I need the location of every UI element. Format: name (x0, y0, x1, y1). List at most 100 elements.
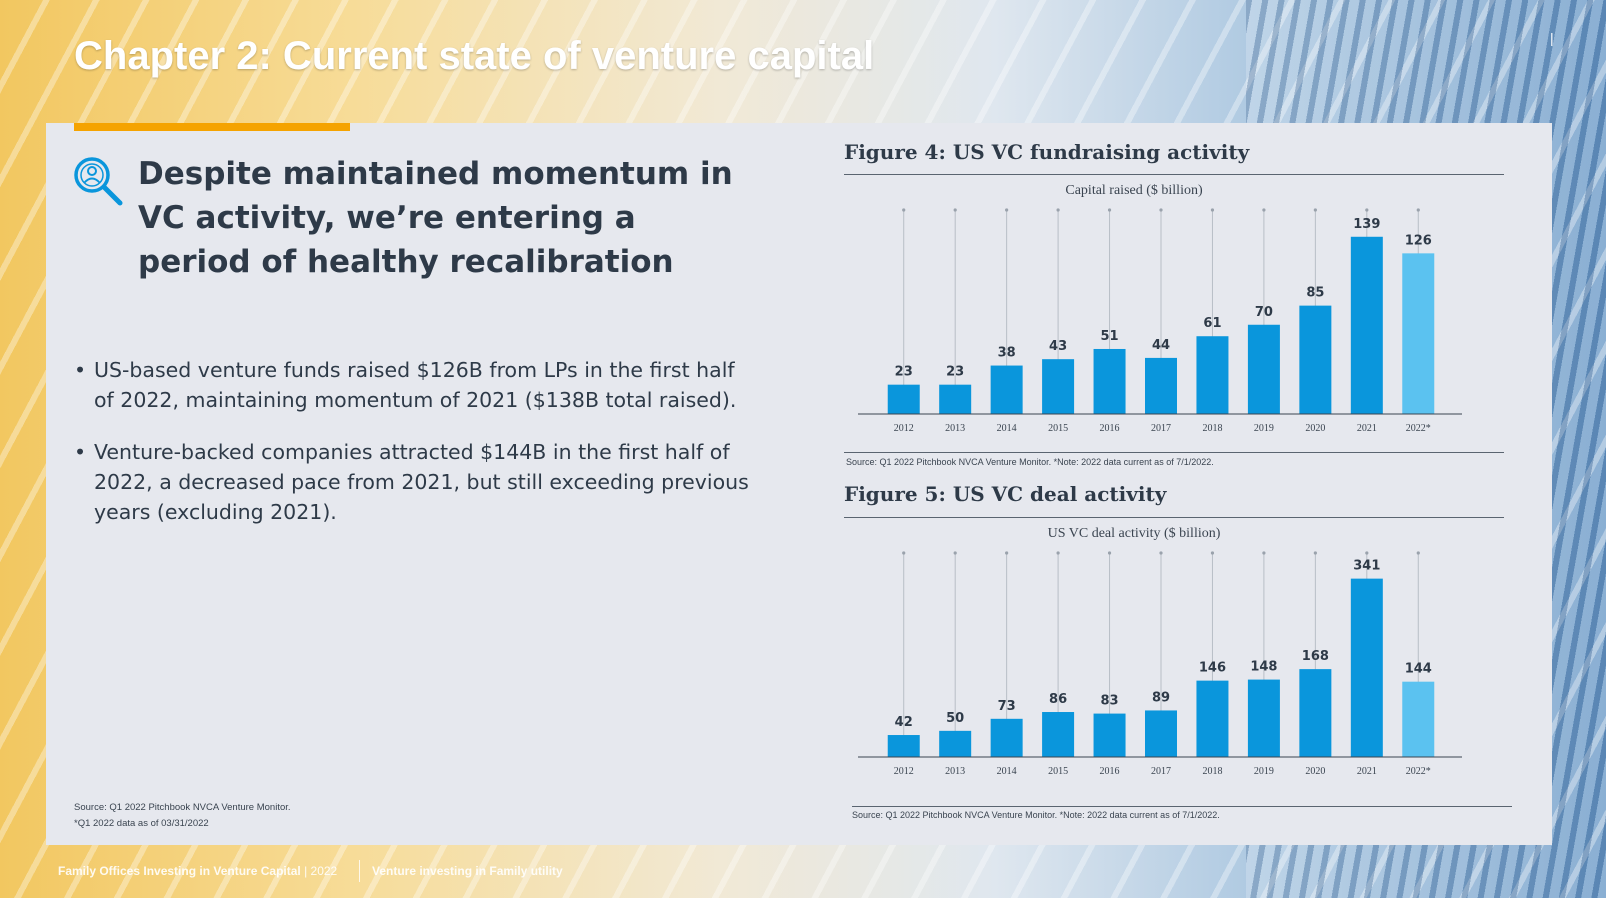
headline: Despite maintained momentum in VC activi… (138, 156, 733, 280)
tick-label: 2020 (1305, 766, 1325, 777)
tick-label: 2012 (894, 766, 914, 777)
data-label: 86 (1049, 692, 1067, 707)
tick-label: 2016 (1100, 766, 1120, 777)
bar (1093, 348, 1126, 414)
data-label: 38 (998, 346, 1016, 361)
guide-dot (1005, 551, 1009, 555)
data-label: 83 (1100, 694, 1118, 709)
tick-label: 2015 (1048, 423, 1068, 434)
bullet-item: Venture-backed companies attracted $144B… (74, 437, 754, 527)
data-label: 50 (946, 711, 964, 726)
tick-label: 2021 (1357, 766, 1377, 777)
fundraising-chart: Capital raised ($ billion) 23 2012 23 2013 38… (858, 183, 1462, 434)
figure-4-title: Figure 4: US VC fundraising activity (844, 140, 1249, 164)
bar (1247, 679, 1280, 757)
guide-dot (953, 208, 957, 212)
guide-dot (953, 551, 957, 555)
data-label: 23 (895, 365, 913, 380)
guide-dot (1107, 551, 1112, 555)
bar (1299, 305, 1332, 414)
figure-4-top-rule (844, 174, 1504, 175)
data-label: 43 (1049, 339, 1067, 354)
chart-title: US VC deal activity ($ billion) (1048, 526, 1221, 541)
bar (939, 730, 972, 757)
guide-dot (1365, 208, 1369, 212)
footer-section: Venture investing in Family utility (372, 864, 563, 878)
figure-5-top-rule (844, 517, 1504, 518)
data-label: 61 (1203, 316, 1221, 331)
guide-dot (1159, 208, 1163, 212)
data-label: 126 (1405, 233, 1432, 248)
chart-title: Capital raised ($ billion) (1065, 183, 1203, 198)
bullet-item: US-based venture funds raised $126B from… (74, 355, 754, 415)
guide-dot (1313, 208, 1317, 212)
figure-5-title: Figure 5: US VC deal activity (844, 482, 1166, 506)
chapter-title: Chapter 2: Current state of venture capi… (74, 34, 875, 78)
bar (887, 735, 920, 757)
guide-dot (1056, 551, 1060, 555)
left-source-note: Source: Q1 2022 Pitchbook NVCA Venture M… (74, 800, 291, 832)
tick-label: 2014 (997, 423, 1017, 434)
guide-dot (1416, 551, 1420, 555)
bar (1299, 669, 1332, 757)
data-label: 89 (1152, 690, 1170, 705)
data-label: 148 (1250, 660, 1277, 675)
guide-dot (1159, 551, 1163, 555)
data-label: 73 (998, 699, 1016, 714)
footer-title-bold: Family Offices Investing in Venture Capi… (58, 864, 301, 878)
data-label: 70 (1255, 305, 1273, 320)
tick-label: 2017 (1151, 766, 1171, 777)
accent-bar (74, 123, 350, 131)
guide-dot (1416, 208, 1420, 212)
tick-label: 2019 (1254, 766, 1274, 777)
figure-4-name: US VC fundraising activity (952, 140, 1250, 164)
tick-label: 2022* (1406, 423, 1431, 434)
bar (1196, 680, 1229, 757)
data-label: 51 (1100, 329, 1118, 344)
page-number: | (1550, 30, 1554, 46)
tick-label: 2013 (945, 766, 965, 777)
guide-dot (902, 551, 906, 555)
guide-dot (1107, 208, 1112, 212)
tick-label: 2018 (1202, 423, 1222, 434)
tick-label: 2016 (1100, 423, 1120, 434)
magnifier-person-icon (74, 157, 123, 206)
tick-label: 2015 (1048, 766, 1068, 777)
guide-dot (1365, 551, 1369, 555)
bar (1402, 253, 1435, 414)
bar (1196, 336, 1229, 414)
bar (990, 718, 1023, 757)
bar (887, 384, 920, 414)
figure-4-prefix: Figure 4: (844, 140, 953, 164)
data-label: 44 (1152, 338, 1170, 353)
bar (1350, 578, 1383, 757)
tick-label: 2014 (997, 766, 1017, 777)
guide-dot (1056, 208, 1060, 212)
guide-dot (1210, 208, 1215, 212)
data-label: 144 (1405, 662, 1432, 677)
footer-separator (359, 860, 360, 882)
guide-dot (1005, 208, 1009, 212)
data-label: 168 (1302, 649, 1329, 664)
bar (1042, 712, 1075, 757)
figure-5-source: Source: Q1 2022 Pitchbook NVCA Venture M… (852, 810, 1220, 820)
bar (1350, 236, 1383, 414)
footer-date: | 2022 (304, 864, 338, 878)
deal-activity-chart: US VC deal activity ($ billion) 42 2012 50 2… (858, 526, 1462, 777)
data-label: 146 (1199, 661, 1226, 676)
bar (1402, 681, 1435, 757)
bar (990, 365, 1023, 414)
figure-4-source: Source: Q1 2022 Pitchbook NVCA Venture M… (846, 457, 1214, 467)
left-source-line: Source: Q1 2022 Pitchbook NVCA Venture M… (74, 802, 291, 813)
bar (1145, 710, 1177, 757)
figure-4-bottom-rule (844, 452, 1504, 453)
bar (1093, 713, 1126, 757)
figure-5-prefix: Figure 5: (844, 482, 953, 506)
tick-label: 2017 (1151, 423, 1171, 434)
tick-label: 2019 (1254, 423, 1274, 434)
bar (939, 384, 972, 414)
bar (1042, 359, 1075, 414)
figure-5-bottom-rule (852, 806, 1512, 807)
bullet-list: US-based venture funds raised $126B from… (74, 355, 754, 549)
tick-label: 2018 (1202, 766, 1222, 777)
